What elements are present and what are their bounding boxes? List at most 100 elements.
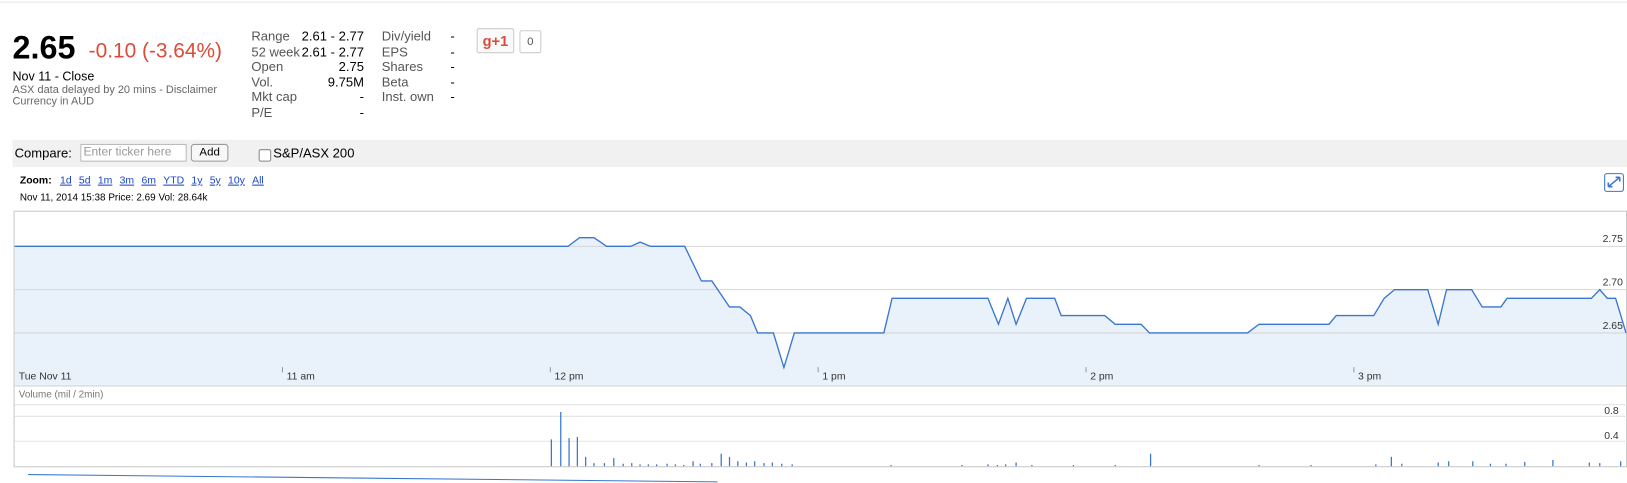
zoom-row: Zoom: 1d 5d 1m 3m 6m YTD 1y 5y 10y All — [20, 175, 271, 186]
zoom-link[interactable]: 1d — [60, 175, 72, 187]
price: 2.65 — [12, 29, 76, 66]
volume-bar — [1489, 463, 1492, 467]
volume-bar — [1310, 464, 1312, 467]
price-area — [14, 237, 1627, 385]
volume-bar — [692, 461, 694, 467]
hover-info: Nov 11, 2014 15:38 Price: 2.69 Vol: 28.6… — [19, 191, 208, 204]
volume-bar — [639, 464, 641, 467]
delay-note: ASX data delayed by 20 mins - Disclaimer — [13, 83, 218, 96]
zoom-link[interactable]: 1m — [97, 175, 113, 187]
volume-bar — [771, 462, 773, 467]
volume-bar — [593, 463, 595, 467]
stat-label: P/E — [251, 104, 273, 120]
volume-bar — [674, 464, 677, 467]
zoom-link[interactable]: YTD — [163, 175, 185, 187]
volume-bar — [1588, 462, 1590, 467]
stat-label: Inst. own — [381, 89, 434, 105]
volume-bar — [737, 461, 739, 467]
zoom-link[interactable]: 10y — [228, 175, 245, 187]
volume-bar — [720, 453, 722, 467]
volume-bar — [987, 464, 989, 467]
stat-label: Beta — [381, 74, 409, 90]
volume-bar — [1072, 464, 1075, 467]
volume-bar — [1472, 461, 1474, 467]
zoom-link[interactable]: All — [252, 175, 264, 187]
stat-label: Open — [251, 59, 284, 75]
volume-bar — [961, 464, 963, 467]
volume-bar — [613, 458, 615, 467]
volume-bar — [1375, 464, 1377, 467]
volume-bar — [1552, 459, 1554, 467]
volume-bar — [656, 464, 658, 467]
volume-bar — [1448, 461, 1450, 467]
x-tick-label: 12 pm — [554, 372, 583, 383]
compare-label: Compare: — [14, 146, 72, 161]
stat-value: 2.61 - 2.77 — [301, 44, 365, 59]
x-tick-label: Tue Nov 11 — [19, 372, 72, 383]
scroller-line — [28, 474, 718, 483]
volume-bar — [585, 456, 587, 467]
x-tick-label: 3 pm — [1358, 372, 1381, 383]
x-tick-label: 2 pm — [1090, 372, 1113, 383]
stat-value: 2.75 — [338, 59, 365, 75]
volume-bar — [1031, 464, 1033, 467]
disclaimer-link[interactable]: Disclaimer — [165, 83, 218, 96]
zoom-link[interactable]: 1y — [191, 175, 203, 187]
ticker-input[interactable]: Enter ticker here — [80, 143, 187, 162]
add-button[interactable]: Add — [190, 143, 229, 162]
stat-value: - — [450, 59, 455, 75]
compare-bar — [12, 139, 1627, 167]
volume-bar — [1114, 464, 1116, 467]
volume-bar — [791, 464, 793, 467]
x-tick-label: 1 pm — [822, 372, 845, 383]
zoom-link[interactable]: 3m — [119, 175, 135, 187]
volume-bar — [728, 456, 731, 467]
y-tick-label: 2.75 — [1603, 234, 1623, 245]
stat-value: - — [450, 29, 455, 44]
gplus-count: 0 — [519, 30, 542, 54]
volume-bar — [1505, 463, 1507, 467]
volume-bar — [550, 439, 553, 467]
stat-label: Vol. — [251, 74, 274, 90]
zoom-link[interactable]: 6m — [141, 175, 156, 187]
volume-title: Volume (mil / 2min) — [19, 389, 104, 400]
stat-label: EPS — [381, 44, 408, 59]
stat-row: Open 2.75 — [251, 59, 364, 74]
expand-icon — [1607, 176, 1621, 188]
stat-row: Inst. own - — [382, 90, 455, 105]
y-tick-label: 0.8 — [1604, 406, 1619, 417]
stat-row: Mkt cap - — [251, 90, 364, 105]
stat-value: 2.61 - 2.77 — [301, 29, 365, 44]
stat-row: Vol. 9.75M — [251, 75, 364, 90]
volume-bar — [699, 463, 701, 467]
stat-row: P/E - — [251, 105, 364, 120]
volume-bar — [1620, 461, 1622, 467]
stat-label: Div/yield — [381, 29, 432, 44]
stat-row: Beta - — [382, 75, 455, 90]
zoom-link[interactable]: 5y — [209, 175, 221, 187]
volume-bar — [1005, 464, 1007, 467]
y-tick-label: 0.4 — [1604, 431, 1619, 442]
gplus-button[interactable]: g+1 — [476, 28, 515, 54]
volume-bar — [745, 462, 748, 467]
index-label[interactable]: S&P/ASX 200 — [273, 146, 355, 161]
index-checkbox[interactable] — [258, 149, 272, 162]
volume-bar — [890, 464, 892, 467]
stats-left: Range 2.61 - 2.77 52 week 2.61 - 2.77 Open 2.… — [251, 29, 364, 120]
volume-bar — [1401, 463, 1403, 467]
x-tick-label: 11 am — [287, 372, 315, 383]
stat-label: Range — [251, 29, 290, 44]
stat-label: Shares — [381, 59, 424, 75]
zoom-label: Zoom: — [19, 175, 52, 187]
stat-value: - — [450, 74, 455, 90]
volume-bar — [1524, 461, 1526, 467]
volume-bar — [1149, 453, 1152, 467]
y-tick-label: 2.65 — [1603, 321, 1623, 332]
stat-row: 52 week 2.61 - 2.77 — [251, 44, 364, 59]
volume-bar — [568, 438, 570, 467]
stat-value: - — [450, 44, 455, 59]
stat-label: 52 week — [251, 44, 300, 59]
zoom-link[interactable]: 5d — [78, 175, 91, 187]
